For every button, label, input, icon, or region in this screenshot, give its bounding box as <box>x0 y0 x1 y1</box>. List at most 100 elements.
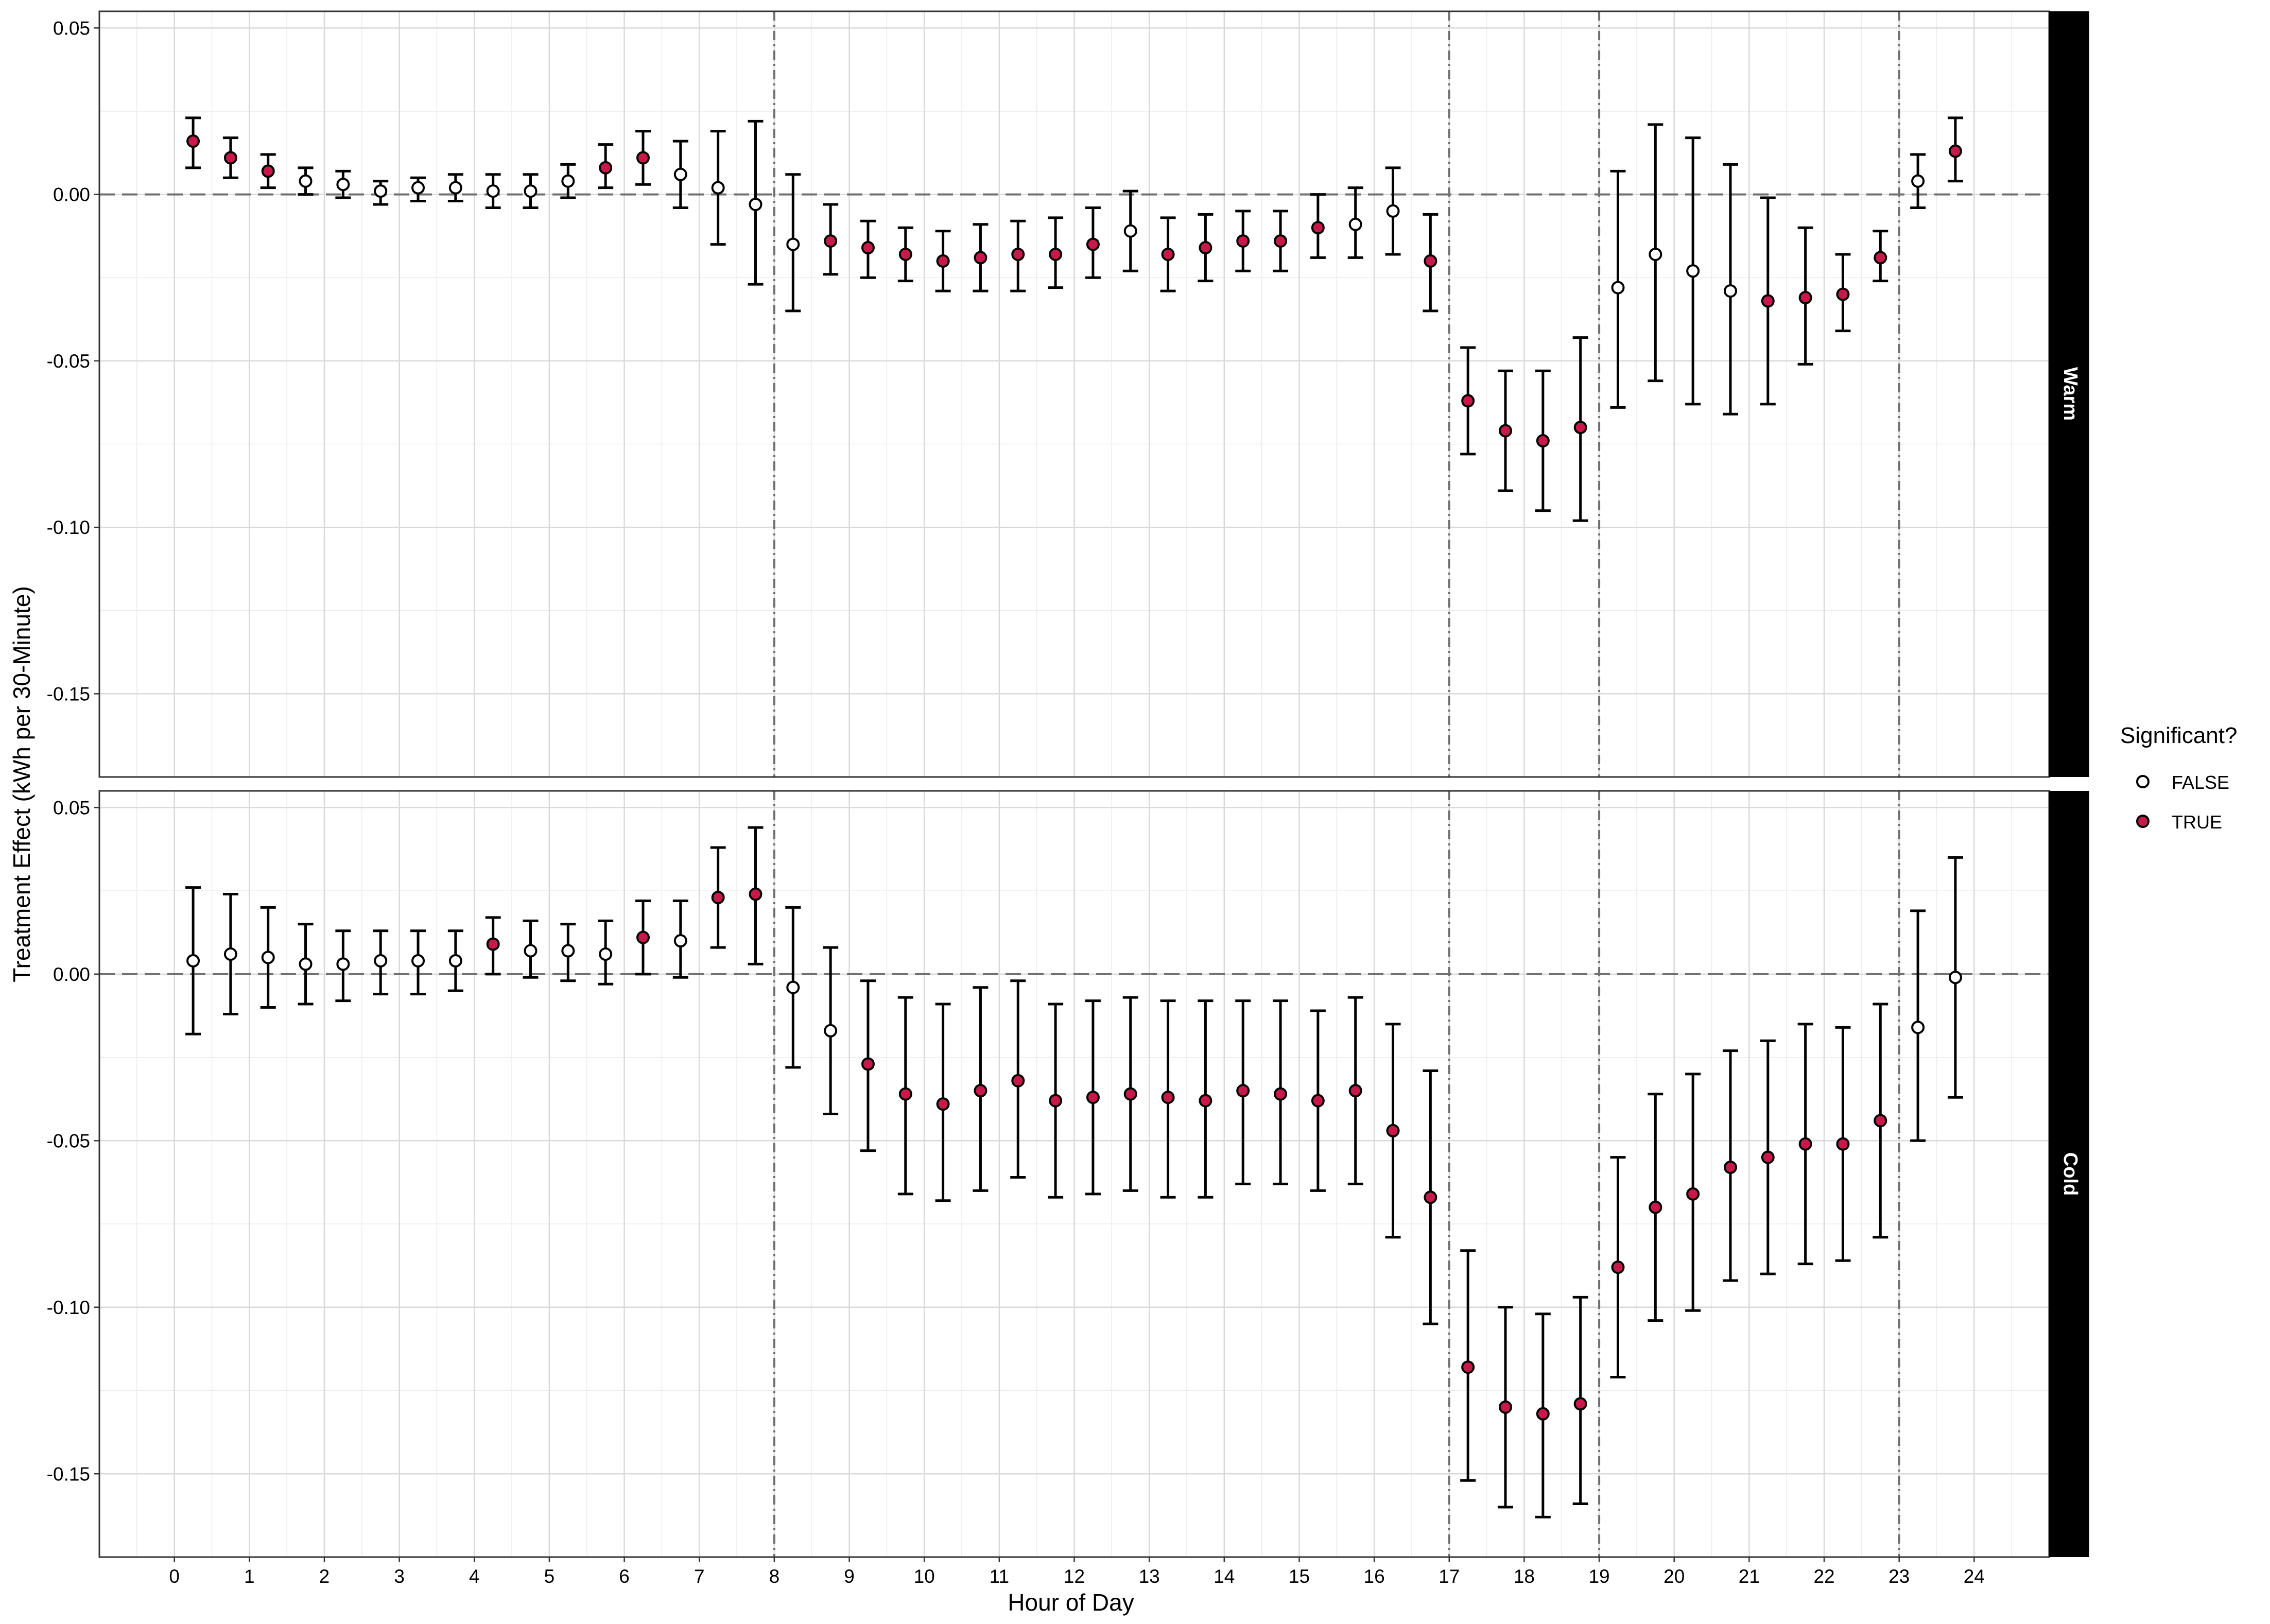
x-tick-label: 0 <box>169 1566 180 1587</box>
point-significant <box>1049 1094 1063 1108</box>
x-tick-label: 24 <box>1964 1566 1985 1587</box>
point-not-significant <box>411 954 425 968</box>
point-significant <box>1798 1137 1812 1151</box>
point-significant <box>1499 1400 1513 1414</box>
point-not-significant <box>786 980 800 994</box>
point-significant <box>1836 287 1850 301</box>
point-significant <box>1649 1200 1662 1214</box>
point-significant <box>824 234 838 248</box>
x-tick-label: 13 <box>1139 1566 1160 1587</box>
x-tick-label: 12 <box>1064 1566 1085 1587</box>
point-not-significant <box>1611 281 1625 295</box>
point-not-significant <box>1649 247 1662 261</box>
x-tick-label: 9 <box>844 1566 855 1587</box>
y-tick-label: 0.05 <box>53 18 90 39</box>
point-not-significant <box>223 947 237 961</box>
point-not-significant <box>673 934 687 948</box>
strip-cold-background <box>2049 791 2089 1557</box>
point-not-significant <box>673 167 687 181</box>
x-tick-label: 1 <box>244 1566 255 1587</box>
point-not-significant <box>1911 1021 1925 1034</box>
point-significant <box>1348 1084 1362 1098</box>
point-not-significant <box>1723 284 1737 298</box>
point-significant <box>1236 1084 1250 1098</box>
x-axis-title: Hour of Day <box>1008 1589 1134 1616</box>
x-tick-label: 10 <box>914 1566 935 1587</box>
point-significant <box>1161 247 1175 261</box>
x-tick-label: 6 <box>619 1566 630 1587</box>
point-significant <box>1236 234 1250 248</box>
panel-warm: 0.05 0.00 -0.05 -0.10 -0.15 <box>47 10 2050 778</box>
point-significant <box>1199 241 1212 255</box>
x-tick-label: 21 <box>1739 1566 1760 1587</box>
point-not-significant <box>486 184 500 198</box>
point-significant <box>1836 1137 1850 1151</box>
point-not-significant <box>261 951 275 964</box>
x-axis-ticks: 0 1 2 3 4 5 6 7 8 9 10 11 12 13 14 15 16 17 18 19 20 21 22 23 24 <box>169 1557 1985 1587</box>
point-not-significant <box>448 954 462 968</box>
point-not-significant <box>561 174 575 188</box>
point-significant <box>636 151 650 165</box>
point-significant <box>936 1097 950 1111</box>
point-significant <box>1274 234 1288 248</box>
point-significant <box>861 241 875 255</box>
point-not-significant <box>561 944 575 958</box>
point-significant <box>1536 434 1550 448</box>
x-tick-label: 20 <box>1663 1566 1685 1587</box>
point-significant <box>898 247 912 261</box>
point-not-significant <box>524 184 538 198</box>
point-significant <box>974 1084 987 1098</box>
point-significant <box>636 930 650 944</box>
x-tick-label: 19 <box>1588 1566 1609 1587</box>
point-significant <box>1611 1260 1625 1274</box>
point-significant <box>749 887 763 901</box>
x-tick-label: 14 <box>1214 1566 1235 1587</box>
x-tick-label: 4 <box>469 1566 480 1587</box>
point-not-significant <box>1123 224 1137 238</box>
point-significant <box>1311 221 1325 235</box>
x-tick-label: 15 <box>1289 1566 1310 1587</box>
point-significant <box>261 164 275 178</box>
point-significant <box>936 254 950 268</box>
x-tick-label: 17 <box>1439 1566 1460 1587</box>
legend-key-true <box>2136 815 2150 828</box>
point-significant <box>486 937 500 951</box>
point-significant <box>1874 1114 1887 1128</box>
point-significant <box>1874 251 1887 265</box>
legend: Significant? FALSE TRUE <box>2120 723 2237 833</box>
point-significant <box>1274 1087 1288 1101</box>
panel-cold: 0.05 0.00 -0.05 -0.10 -0.15 <box>47 790 2050 1558</box>
y-tick-label: -0.15 <box>47 683 90 704</box>
legend-title: Significant? <box>2120 723 2237 748</box>
point-significant <box>1086 1091 1100 1104</box>
point-significant <box>1461 1360 1475 1374</box>
point-significant <box>1948 144 1962 158</box>
x-tick-label: 3 <box>394 1566 405 1587</box>
point-not-significant <box>1948 971 1962 984</box>
point-significant <box>1798 291 1812 305</box>
point-significant <box>974 251 987 265</box>
point-significant <box>1686 1187 1700 1201</box>
point-significant <box>1461 394 1475 408</box>
x-tick-label: 11 <box>990 1566 1009 1587</box>
y-tick-label: 0.00 <box>53 964 90 985</box>
point-significant <box>1123 1087 1137 1101</box>
legend-label-true: TRUE <box>2172 811 2222 833</box>
strip-warm-background <box>2049 11 2089 777</box>
y-tick-label: -0.15 <box>47 1463 90 1484</box>
y-tick-label: -0.05 <box>47 1130 90 1151</box>
legend-label-false: FALSE <box>2172 772 2229 793</box>
point-not-significant <box>374 954 388 968</box>
point-not-significant <box>448 181 462 195</box>
point-not-significant <box>299 174 313 188</box>
point-not-significant <box>599 947 613 961</box>
point-significant <box>1499 424 1513 438</box>
point-significant <box>186 134 200 148</box>
point-significant <box>223 151 237 165</box>
point-not-significant <box>374 184 388 198</box>
y-axis-title: Treatment Effect (kWh per 30-Minute) <box>8 586 35 982</box>
point-significant <box>1049 247 1063 261</box>
point-significant <box>898 1087 912 1101</box>
